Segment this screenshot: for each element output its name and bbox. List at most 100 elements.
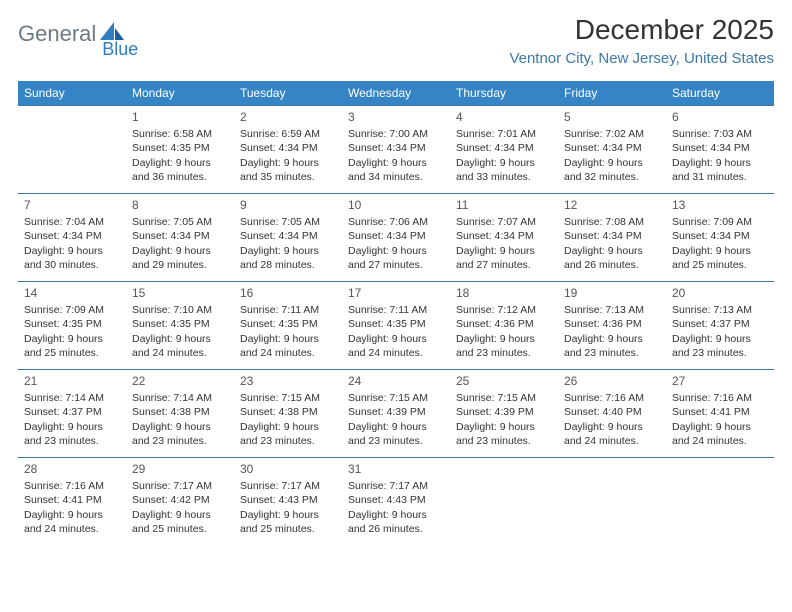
daylight-line: Daylight: 9 hours and 26 minutes. bbox=[348, 508, 444, 536]
calendar-head: SundayMondayTuesdayWednesdayThursdayFrid… bbox=[18, 81, 774, 106]
sunset-line: Sunset: 4:34 PM bbox=[564, 229, 660, 243]
sunrise-line: Sunrise: 7:11 AM bbox=[348, 303, 444, 317]
day-number: 3 bbox=[348, 109, 444, 125]
daylight-line: Daylight: 9 hours and 23 minutes. bbox=[240, 420, 336, 448]
day-number: 15 bbox=[132, 285, 228, 301]
sunrise-line: Sunrise: 7:15 AM bbox=[456, 391, 552, 405]
logo-text-general: General bbox=[18, 21, 96, 47]
sunset-line: Sunset: 4:42 PM bbox=[132, 493, 228, 507]
day-number: 14 bbox=[24, 285, 120, 301]
calendar-cell: 7Sunrise: 7:04 AMSunset: 4:34 PMDaylight… bbox=[18, 194, 126, 282]
sunrise-line: Sunrise: 7:15 AM bbox=[240, 391, 336, 405]
sunrise-line: Sunrise: 7:17 AM bbox=[240, 479, 336, 493]
header: General Blue December 2025 Ventnor City,… bbox=[18, 14, 774, 67]
logo: General Blue bbox=[18, 14, 164, 47]
page-subtitle: Ventnor City, New Jersey, United States bbox=[509, 50, 774, 67]
calendar-cell: 10Sunrise: 7:06 AMSunset: 4:34 PMDayligh… bbox=[342, 194, 450, 282]
sunrise-line: Sunrise: 7:10 AM bbox=[132, 303, 228, 317]
calendar-body: 1Sunrise: 6:58 AMSunset: 4:35 PMDaylight… bbox=[18, 106, 774, 546]
calendar-cell: 30Sunrise: 7:17 AMSunset: 4:43 PMDayligh… bbox=[234, 458, 342, 546]
sunset-line: Sunset: 4:39 PM bbox=[348, 405, 444, 419]
daylight-line: Daylight: 9 hours and 26 minutes. bbox=[564, 244, 660, 272]
daylight-line: Daylight: 9 hours and 32 minutes. bbox=[564, 156, 660, 184]
calendar-cell: 20 Sunrise: 7:13 AMSunset: 4:37 PMDayligh… bbox=[666, 282, 774, 370]
calendar-week-row: 21Sunrise: 7:14 AMSunset: 4:37 PMDayligh… bbox=[18, 370, 774, 458]
sunrise-line: Sunrise: 7:17 AM bbox=[348, 479, 444, 493]
daylight-line: Daylight: 9 hours and 25 minutes. bbox=[132, 508, 228, 536]
sunset-line: Sunset: 4:35 PM bbox=[132, 141, 228, 155]
calendar-cell: 18Sunrise: 7:12 AMSunset: 4:36 PMDayligh… bbox=[450, 282, 558, 370]
day-number: 1 bbox=[132, 109, 228, 125]
sunset-line: Sunset: 4:35 PM bbox=[24, 317, 120, 331]
day-number: 6 bbox=[672, 109, 768, 125]
calendar-cell: 1Sunrise: 6:58 AMSunset: 4:35 PMDaylight… bbox=[126, 106, 234, 194]
sunrise-line: Sunrise: 7:02 AM bbox=[564, 127, 660, 141]
calendar-cell: 14Sunrise: 7:09 AMSunset: 4:35 PMDayligh… bbox=[18, 282, 126, 370]
daylight-line: Daylight: 9 hours and 23 minutes. bbox=[24, 420, 120, 448]
daylight-line: Daylight: 9 hours and 24 minutes. bbox=[348, 332, 444, 360]
daylight-line: Daylight: 9 hours and 23 minutes. bbox=[132, 420, 228, 448]
daylight-line: Daylight: 9 hours and 28 minutes. bbox=[240, 244, 336, 272]
sunrise-line: Sunrise: 7:16 AM bbox=[672, 391, 768, 405]
sunrise-line: Sunrise: 7:14 AM bbox=[24, 391, 120, 405]
day-number: 17 bbox=[348, 285, 444, 301]
day-number: 22 bbox=[132, 373, 228, 389]
calendar-cell: 4Sunrise: 7:01 AMSunset: 4:34 PMDaylight… bbox=[450, 106, 558, 194]
sunset-line: Sunset: 4:38 PM bbox=[132, 405, 228, 419]
day-number: 28 bbox=[24, 461, 120, 477]
sunrise-line: Sunrise: 6:59 AM bbox=[240, 127, 336, 141]
calendar-cell: 31Sunrise: 7:17 AMSunset: 4:43 PMDayligh… bbox=[342, 458, 450, 546]
calendar-cell: 23Sunrise: 7:15 AMSunset: 4:38 PMDayligh… bbox=[234, 370, 342, 458]
sunrise-line: Sunrise: 7:17 AM bbox=[132, 479, 228, 493]
sunset-line: Sunset: 4:34 PM bbox=[564, 141, 660, 155]
calendar-week-row: 28Sunrise: 7:16 AMSunset: 4:41 PMDayligh… bbox=[18, 458, 774, 546]
calendar-cell bbox=[450, 458, 558, 546]
calendar-cell: 25Sunrise: 7:15 AMSunset: 4:39 PMDayligh… bbox=[450, 370, 558, 458]
daylight-line: Daylight: 9 hours and 27 minutes. bbox=[456, 244, 552, 272]
sunrise-line: Sunrise: 7:12 AM bbox=[456, 303, 552, 317]
sunset-line: Sunset: 4:36 PM bbox=[456, 317, 552, 331]
daylight-line: Daylight: 9 hours and 25 minutes. bbox=[672, 244, 768, 272]
day-number: 26 bbox=[564, 373, 660, 389]
day-header: Saturday bbox=[666, 81, 774, 106]
sunset-line: Sunset: 4:34 PM bbox=[240, 141, 336, 155]
calendar-cell: 28Sunrise: 7:16 AMSunset: 4:41 PMDayligh… bbox=[18, 458, 126, 546]
daylight-line: Daylight: 9 hours and 34 minutes. bbox=[348, 156, 444, 184]
sunrise-line: Sunrise: 7:16 AM bbox=[24, 479, 120, 493]
day-header-row: SundayMondayTuesdayWednesdayThursdayFrid… bbox=[18, 81, 774, 106]
calendar-cell: 8Sunrise: 7:05 AMSunset: 4:34 PMDaylight… bbox=[126, 194, 234, 282]
calendar-week-row: 14Sunrise: 7:09 AMSunset: 4:35 PMDayligh… bbox=[18, 282, 774, 370]
sunset-line: Sunset: 4:35 PM bbox=[348, 317, 444, 331]
sunrise-line: Sunrise: 7:16 AM bbox=[564, 391, 660, 405]
calendar-cell: 11Sunrise: 7:07 AMSunset: 4:34 PMDayligh… bbox=[450, 194, 558, 282]
sunrise-line: Sunrise: 7:08 AM bbox=[564, 215, 660, 229]
daylight-line: Daylight: 9 hours and 23 minutes. bbox=[564, 332, 660, 360]
sunset-line: Sunset: 4:37 PM bbox=[672, 317, 768, 331]
day-number: 12 bbox=[564, 197, 660, 213]
sunrise-line: Sunrise: 7:13 AM bbox=[564, 303, 660, 317]
sunrise-line: Sunrise: 7:13 AM bbox=[672, 303, 768, 317]
day-header: Sunday bbox=[18, 81, 126, 106]
daylight-line: Daylight: 9 hours and 23 minutes. bbox=[672, 332, 768, 360]
sunset-line: Sunset: 4:37 PM bbox=[24, 405, 120, 419]
daylight-line: Daylight: 9 hours and 36 minutes. bbox=[132, 156, 228, 184]
calendar-cell: 26Sunrise: 7:16 AMSunset: 4:40 PMDayligh… bbox=[558, 370, 666, 458]
day-number: 29 bbox=[132, 461, 228, 477]
calendar-cell: 29 Sunrise: 7:17 AMSunset: 4:42 PMDayligh… bbox=[126, 458, 234, 546]
day-number: 21 bbox=[24, 373, 120, 389]
day-number: 19 bbox=[564, 285, 660, 301]
sunrise-line: Sunrise: 7:07 AM bbox=[456, 215, 552, 229]
sunset-line: Sunset: 4:35 PM bbox=[240, 317, 336, 331]
sunset-line: Sunset: 4:34 PM bbox=[24, 229, 120, 243]
daylight-line: Daylight: 9 hours and 23 minutes. bbox=[456, 420, 552, 448]
calendar-cell: 12 Sunrise: 7:08 AMSunset: 4:34 PMDayligh… bbox=[558, 194, 666, 282]
logo-text-blue: Blue bbox=[102, 39, 138, 60]
day-number: 5 bbox=[564, 109, 660, 125]
calendar-cell: 2Sunrise: 6:59 AMSunset: 4:34 PMDaylight… bbox=[234, 106, 342, 194]
sunrise-line: Sunrise: 7:14 AM bbox=[132, 391, 228, 405]
daylight-line: Daylight: 9 hours and 29 minutes. bbox=[132, 244, 228, 272]
calendar-table: SundayMondayTuesdayWednesdayThursdayFrid… bbox=[18, 81, 774, 546]
day-number: 20 bbox=[672, 285, 768, 301]
day-number: 8 bbox=[132, 197, 228, 213]
calendar-cell: 15Sunrise: 7:10 AMSunset: 4:35 PMDayligh… bbox=[126, 282, 234, 370]
